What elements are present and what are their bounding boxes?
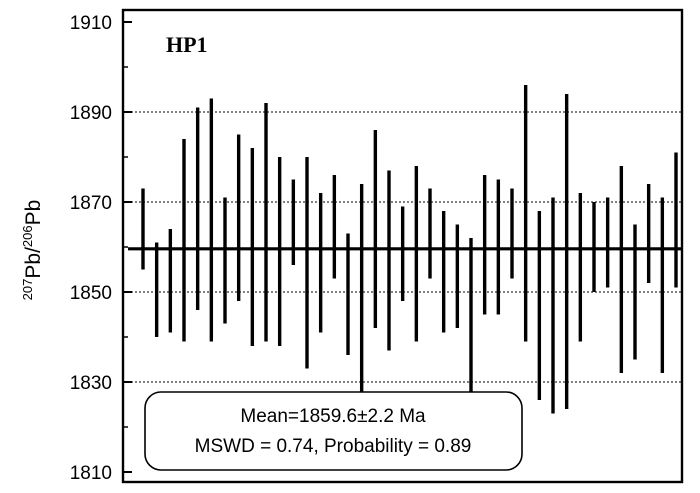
y-tick-label: 1870 <box>70 193 112 214</box>
y-tick-label: 1830 <box>70 373 112 394</box>
panel-label: HP1 <box>166 32 208 57</box>
plot-frame <box>121 8 684 484</box>
y-tick-label: 1910 <box>70 13 112 34</box>
mean-age-text: Mean=1859.6±2.2 Ma <box>240 406 426 427</box>
y-tick-label: 1850 <box>70 283 112 304</box>
y-axis-tick-labels: 1810 1830 1850 1870 1890 1910 <box>70 13 112 484</box>
stats-box: Mean=1859.6±2.2 Ma MSWD = 0.74, Probabil… <box>144 391 523 471</box>
y-axis-label: 207Pb/206Pb <box>20 200 45 301</box>
mswd-text: MSWD = 0.74, Probability = 0.89 <box>195 436 472 457</box>
y-tick-label: 1810 <box>70 463 112 484</box>
y-tick-label: 1890 <box>70 103 112 124</box>
y-axis-ticks <box>123 21 132 473</box>
age-error-bars <box>141 85 678 418</box>
stats-box-frame <box>144 391 523 471</box>
gridlines <box>123 111 682 383</box>
